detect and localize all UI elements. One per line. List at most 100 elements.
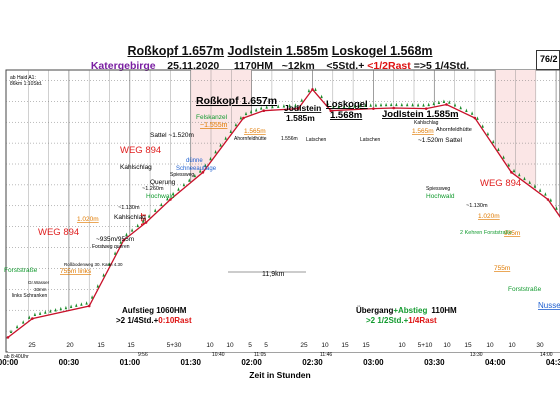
x-tick-label: 02:00: [241, 358, 262, 367]
label-kahlschlag-right: Kahlschlag: [414, 120, 439, 126]
label-t1330: 13:30: [470, 352, 483, 358]
label-t956: 9:56: [138, 352, 148, 358]
tree-mark: [448, 100, 451, 104]
label-ahornfeld-left: Ahornfeldhütte: [234, 136, 267, 142]
tree-mark: [294, 103, 297, 107]
chart-subtitle: Katergebirge 25.11.2020 1170HM ~12km <5S…: [0, 60, 560, 72]
label-gr-wasser: Gr.Wasser: [28, 280, 50, 285]
tree-mark: [15, 324, 19, 329]
title-jodlstein: Jodlstein 1.585m: [227, 44, 329, 58]
tree-mark: [416, 103, 420, 107]
label-t1146: 11:46: [320, 352, 332, 358]
tree-mark: [255, 108, 258, 112]
tree-mark: [459, 105, 462, 110]
profile-point: [510, 171, 513, 174]
tree-mark: [33, 312, 37, 316]
label-felskanzel-alt: ~1.555m: [200, 122, 228, 129]
rast-label: RAST: [141, 212, 148, 232]
tree-mark: [437, 100, 441, 104]
label-935-right: 935m: [504, 230, 520, 237]
label-jodlstein-left: Jodlstein: [284, 103, 321, 113]
profile-point: [262, 109, 266, 113]
tree-mark: [239, 115, 243, 120]
label-spiessweg-right: Spiessweg: [426, 186, 450, 192]
label-weg894-mid: WEG 894: [120, 145, 161, 156]
tree-mark: [22, 320, 25, 324]
label-weg894-right: WEG 894: [480, 178, 521, 189]
tree-mark: [523, 176, 526, 181]
tree-mark: [265, 105, 268, 109]
label-755-left: 755m links: [60, 268, 92, 275]
label-1130-left: ~1.130m: [118, 205, 140, 211]
tree-mark: [75, 303, 78, 307]
subtitle-rest: <1/2Rast: [367, 60, 411, 72]
subtitle-date: 25.11.2020: [167, 60, 220, 72]
uebergang-hm: 110HM: [431, 306, 457, 315]
tree-mark: [369, 103, 372, 107]
tree-mark: [411, 102, 414, 107]
tree-mark: [177, 187, 180, 191]
tree-mark: [49, 309, 52, 313]
tree-mark: [422, 103, 425, 107]
abstieg: +Abstieg: [393, 306, 427, 315]
segment-minutes: 25: [28, 342, 36, 349]
tree-mark: [528, 180, 531, 184]
label-1020-right: 1.020m: [478, 213, 500, 220]
tree-mark: [332, 105, 335, 109]
tree-mark: [219, 143, 222, 147]
tree-mark: [277, 104, 280, 108]
label-haid-note: ab Haid A1:: [10, 75, 36, 81]
segment-minutes: 15: [127, 342, 135, 349]
tree-mark: [125, 232, 128, 236]
segment-minutes: 10: [398, 342, 406, 349]
tree-mark: [533, 184, 537, 188]
tree-mark: [214, 149, 217, 154]
tree-mark: [427, 102, 430, 107]
label-nussen: Nussen: [538, 301, 560, 310]
tree-mark: [502, 155, 505, 159]
tree-mark: [326, 101, 329, 106]
tree-mark: [374, 103, 378, 107]
tree-mark: [171, 191, 175, 196]
tree-mark: [453, 103, 457, 107]
profile-point: [242, 116, 245, 120]
title-loskogel: Loskogel 1.568m: [331, 44, 433, 58]
label-latschen-right: Latschen: [360, 137, 381, 143]
tree-mark: [182, 182, 186, 187]
label-1260-left: ~1.260m: [142, 186, 164, 192]
tree-mark: [64, 305, 68, 310]
tree-mark: [204, 163, 207, 167]
subtitle-region: Katergebirge: [90, 60, 156, 72]
tree-mark: [44, 310, 47, 314]
x-tick-label: 04:00: [485, 358, 506, 367]
label-kehren: 2 Kehren Forststraße: [460, 230, 512, 236]
tree-mark: [476, 116, 479, 120]
segment-minutes: 15: [464, 342, 472, 349]
segment-minutes: 10: [508, 342, 516, 349]
tree-mark: [130, 228, 134, 232]
label-935-left: ~935m/955m: [96, 236, 134, 243]
aufstieg-time: >2 1/4Std.+: [116, 316, 159, 325]
tree-mark: [320, 94, 323, 99]
tree-mark: [492, 139, 495, 144]
tree-mark: [384, 102, 388, 107]
x-tick-label: 03:00: [363, 358, 384, 367]
tree-mark: [512, 168, 516, 173]
chart-title: Roßkopf 1.657m Jodlstein 1.585m Loskogel…: [0, 44, 560, 58]
tree-mark: [395, 102, 398, 107]
tree-mark: [154, 208, 157, 212]
label-querung: Querung: [150, 179, 176, 186]
label-1565-right: 1.565m: [412, 128, 434, 135]
tree-mark: [406, 102, 409, 107]
segment-minutes: 10: [486, 342, 494, 349]
tree-mark: [166, 196, 169, 201]
tree-mark: [364, 103, 367, 107]
label-aufstieg-time: >2 1/4Std.+0:10Rast: [116, 316, 192, 325]
label-hochwald-right: Hochwald: [426, 193, 455, 200]
tree-mark: [249, 109, 253, 114]
tree-mark: [342, 104, 346, 109]
segment-minutes: 15: [362, 342, 370, 349]
label-schranken: links Schranken: [12, 293, 48, 299]
tree-mark: [85, 301, 88, 305]
